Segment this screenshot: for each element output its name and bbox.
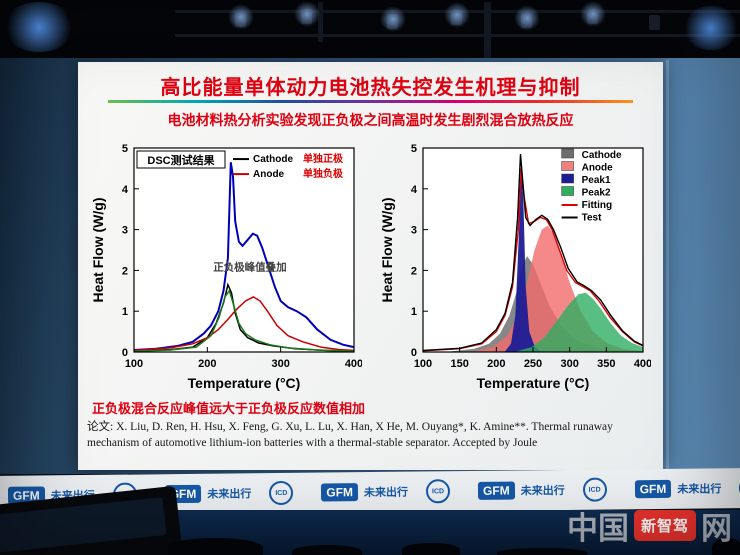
xinzhijia-logo: 新智驾 bbox=[633, 510, 696, 541]
svg-text:1: 1 bbox=[122, 306, 128, 318]
svg-text:150: 150 bbox=[450, 358, 468, 370]
audience-head bbox=[497, 548, 587, 555]
svg-text:Peak2: Peak2 bbox=[582, 188, 611, 199]
presentation-slide: 高比能量单体动力电池热失控发生机理与抑制 电池材料热分析实验发现正负极之间高温时… bbox=[78, 62, 663, 470]
svg-text:0: 0 bbox=[411, 347, 417, 359]
svg-text:DSC测试结果: DSC测试结果 bbox=[147, 153, 214, 167]
truss-post bbox=[318, 2, 323, 42]
truss-bar bbox=[175, 34, 740, 37]
slide-subtitle: 电池材料热分析实验发现正负极之间高温时发生剧烈混合放热反应 bbox=[167, 112, 574, 128]
audience-head bbox=[168, 538, 263, 555]
light-glow bbox=[228, 4, 254, 30]
screen-edge bbox=[666, 60, 669, 472]
light-glow bbox=[380, 6, 406, 32]
stage-light bbox=[649, 15, 660, 30]
svg-text:Heat Flow (W/g): Heat Flow (W/g) bbox=[379, 198, 395, 303]
svg-text:Cathode: Cathode bbox=[582, 150, 622, 161]
svg-text:400: 400 bbox=[345, 358, 362, 370]
svg-text:100: 100 bbox=[414, 358, 432, 370]
dsc-chart-right: 100 150 200 250 300 350 400 0 1 2 3 4 5 Temperature (… bbox=[379, 143, 651, 391]
light-glow bbox=[444, 2, 470, 28]
banner-logo-unit: GFM 未来出行 ICD bbox=[477, 477, 607, 503]
icd-logo: ICD bbox=[425, 479, 451, 504]
svg-text:200: 200 bbox=[198, 358, 216, 370]
ceiling bbox=[0, 0, 740, 62]
light-glow bbox=[294, 1, 320, 27]
svg-text:Cathode: Cathode bbox=[253, 154, 293, 165]
watermark-text-left: 中国 bbox=[566, 511, 629, 546]
blue-spotlight bbox=[682, 6, 740, 50]
svg-text:Temperature (°C): Temperature (°C) bbox=[477, 375, 590, 391]
light-glow bbox=[514, 5, 540, 31]
gfm-logo-text: 未来出行 bbox=[520, 484, 565, 498]
svg-text:Test: Test bbox=[582, 213, 602, 224]
phone-screen bbox=[0, 497, 167, 553]
svg-text:Anode: Anode bbox=[582, 163, 614, 174]
svg-text:3: 3 bbox=[411, 225, 417, 237]
svg-text:2: 2 bbox=[411, 265, 417, 277]
svg-text:3: 3 bbox=[122, 225, 128, 237]
svg-text:250: 250 bbox=[524, 358, 542, 370]
svg-text:4: 4 bbox=[122, 184, 129, 196]
svg-text:300: 300 bbox=[271, 358, 289, 370]
charts-row: 100 200 300 400 0 1 2 3 4 5 Temperature (°C) Heat F… bbox=[90, 140, 651, 392]
icd-logo: ICD bbox=[582, 477, 607, 502]
svg-text:5: 5 bbox=[122, 143, 128, 155]
svg-text:单独负极: 单独负极 bbox=[303, 167, 344, 180]
audience-head bbox=[712, 538, 740, 555]
gfm-logo: GFM bbox=[634, 479, 672, 499]
citation-label: 论文: bbox=[87, 421, 117, 433]
svg-text:Fitting: Fitting bbox=[582, 200, 613, 211]
gfm-logo-text: 未来出行 bbox=[363, 486, 409, 500]
audience-head bbox=[402, 543, 460, 555]
dsc-chart-left: 100 200 300 400 0 1 2 3 4 5 Temperature (°C) Heat F… bbox=[90, 143, 362, 391]
light-glow bbox=[580, 1, 606, 27]
svg-text:2: 2 bbox=[122, 265, 128, 277]
svg-text:5: 5 bbox=[411, 143, 417, 155]
citation-text: X. Liu, D. Ren, H. Hsu, X. Feng, G. Xu, … bbox=[87, 421, 613, 450]
banner-logo-unit: GFM 未来出行 ICD bbox=[321, 479, 451, 504]
icd-logo: ICD bbox=[269, 480, 294, 506]
watermark: 中国 新智驾 网 bbox=[567, 503, 732, 548]
svg-text:Peak1: Peak1 bbox=[582, 175, 611, 186]
rainbow-divider bbox=[108, 100, 633, 103]
audience-head bbox=[292, 545, 362, 555]
gfm-logo: GFM bbox=[477, 481, 515, 500]
truss-post bbox=[484, 2, 491, 60]
blue-spotlight bbox=[2, 2, 76, 52]
svg-text:Anode: Anode bbox=[253, 169, 285, 180]
paper-citation: 论文: X. Liu, D. Ren, H. Hsu, X. Feng, G. … bbox=[87, 419, 657, 451]
gfm-logo-text: 未来出行 bbox=[677, 483, 722, 496]
svg-text:200: 200 bbox=[487, 358, 505, 370]
svg-text:Temperature (°C): Temperature (°C) bbox=[188, 375, 301, 391]
gfm-logo-text: 未来出行 bbox=[207, 488, 252, 501]
svg-text:100: 100 bbox=[125, 358, 143, 370]
svg-text:Heat Flow (W/g): Heat Flow (W/g) bbox=[90, 198, 106, 303]
svg-text:单独正极: 单独正极 bbox=[303, 152, 344, 165]
svg-text:400: 400 bbox=[634, 358, 651, 370]
finding-text: 正负极混合反应峰值远大于正负极反应数值相加 bbox=[92, 401, 366, 416]
svg-text:300: 300 bbox=[560, 358, 578, 370]
svg-text:350: 350 bbox=[597, 358, 615, 370]
svg-text:0: 0 bbox=[122, 347, 128, 359]
gfm-logo: GFM bbox=[321, 483, 359, 502]
watermark-text-right: 网 bbox=[701, 511, 732, 546]
svg-text:1: 1 bbox=[411, 306, 417, 318]
slide-title: 高比能量单体动力电池热失控发生机理与抑制 bbox=[160, 77, 581, 99]
svg-text:正负极峰值叠加: 正负极峰值叠加 bbox=[213, 260, 287, 273]
svg-text:4: 4 bbox=[411, 184, 418, 196]
